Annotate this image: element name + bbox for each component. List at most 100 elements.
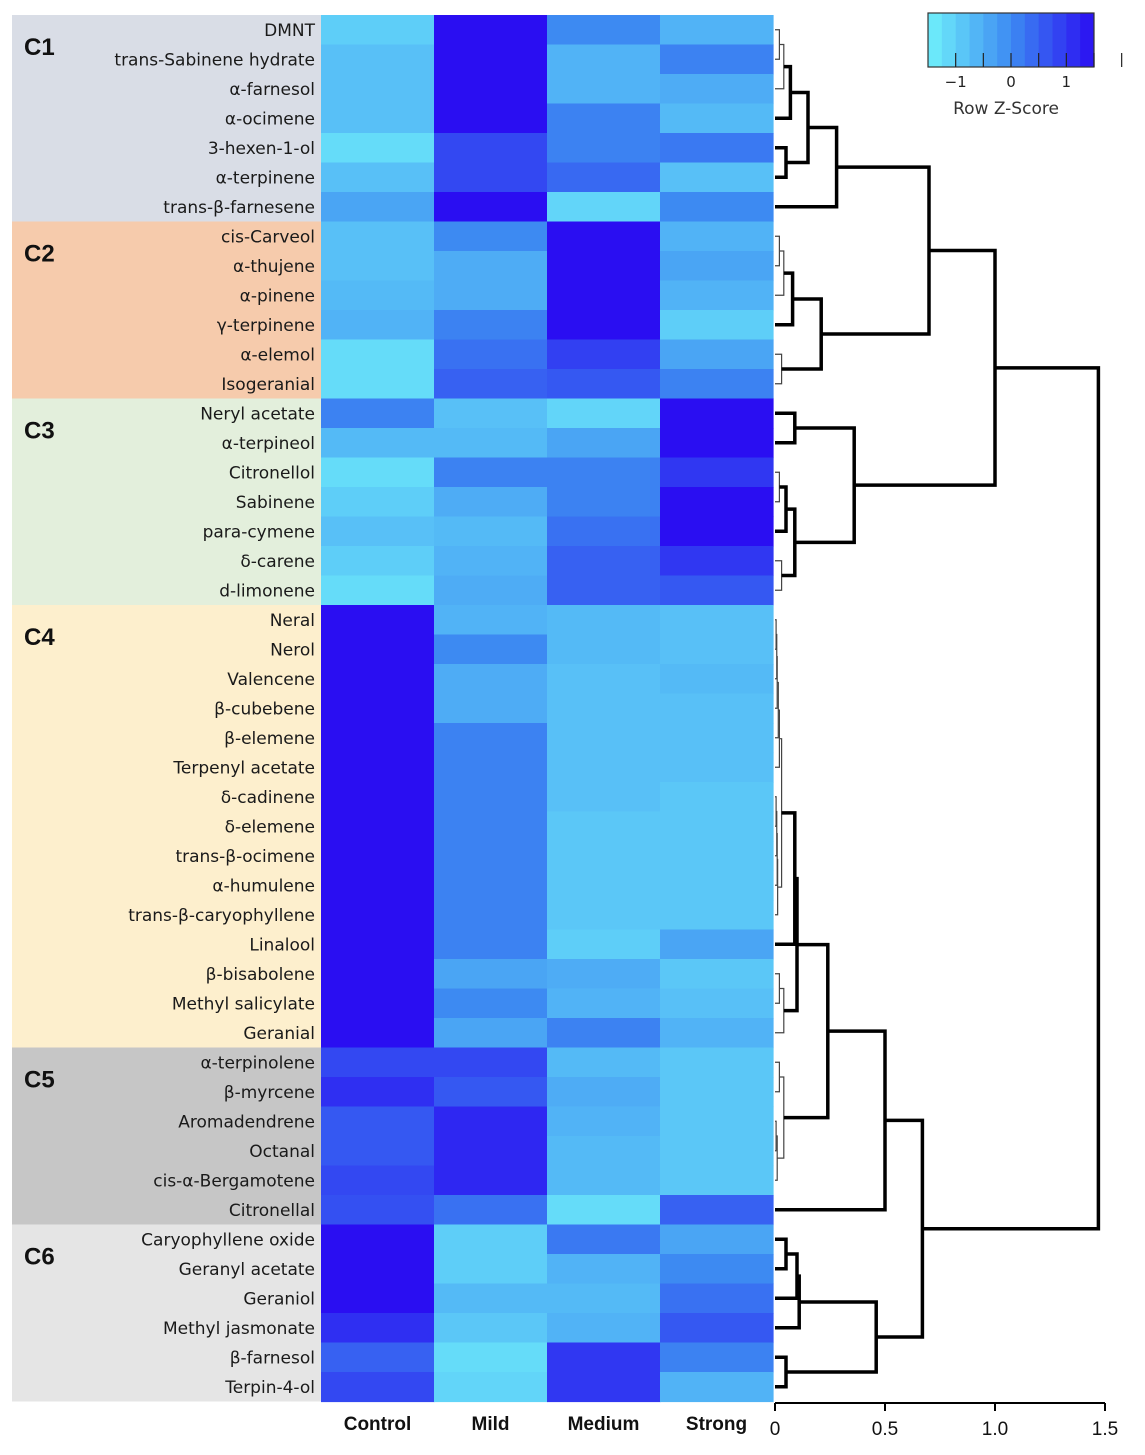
heatmap-cell: [321, 575, 435, 606]
heatmap-cell: [660, 752, 774, 783]
heatmap-cell: [660, 664, 774, 695]
heatmap-cell: [660, 1254, 774, 1285]
heatmap-cell: [547, 1047, 661, 1078]
heatmap-cell: [547, 74, 661, 105]
heatmap-cell: [434, 162, 548, 193]
row-label: α-terpinene: [216, 168, 315, 188]
heatmap-cell: [321, 487, 435, 518]
row-label: DMNT: [264, 21, 315, 41]
row-label: α-terpinolene: [200, 1053, 315, 1073]
heatmap-cell: [660, 1195, 774, 1226]
heatmap-cell: [547, 15, 661, 46]
cluster-band-c6: [12, 1224, 321, 1402]
heatmap-cell: [547, 752, 661, 783]
heatmap-cell: [321, 1195, 435, 1226]
heatmap-cell: [434, 1283, 548, 1314]
row-label: 3-hexen-1-ol: [208, 139, 315, 159]
heatmap-cell: [434, 369, 548, 400]
heatmap-cell: [321, 929, 435, 960]
heatmap-cell: [660, 369, 774, 400]
heatmap-cell: [434, 251, 548, 282]
dendrogram-link: [775, 833, 778, 886]
row-label: Valencene: [227, 670, 315, 690]
cluster-band-c1: [12, 15, 321, 222]
heatmap-cell: [660, 900, 774, 931]
row-label: Neryl acetate: [200, 404, 315, 424]
heatmap-cell: [434, 44, 548, 75]
heatmap-cell: [434, 1047, 548, 1078]
row-label: Isogeranial: [221, 375, 315, 395]
heatmap-cell: [660, 1342, 774, 1373]
row-label: Sabinene: [236, 493, 315, 513]
heatmap-cell: [434, 398, 548, 429]
heatmap-cell: [547, 988, 661, 1019]
color-key-tick-label: 0: [1006, 73, 1016, 91]
row-label: Aromadendrene: [178, 1112, 315, 1132]
heatmap-cell: [434, 192, 548, 223]
row-label: Caryophyllene oxide: [141, 1230, 315, 1250]
heatmap-cell: [321, 870, 435, 901]
heatmap-cell: [547, 44, 661, 75]
row-label: Octanal: [249, 1142, 315, 1162]
row-label: β-bisabolene: [206, 965, 315, 985]
row-label: Methyl jasmonate: [163, 1319, 315, 1339]
row-label: Terpenyl acetate: [172, 758, 315, 778]
dendrogram-axis-tick-label: 1.0: [982, 1419, 1008, 1440]
heatmap-cell: [660, 133, 774, 164]
heatmap-cell: [660, 1165, 774, 1196]
heatmap-cell: [547, 369, 661, 400]
row-label: Citronellal: [229, 1201, 315, 1221]
heatmap-cell: [434, 1136, 548, 1167]
heatmap-cell: [321, 811, 435, 842]
heatmap-cell: [660, 487, 774, 518]
row-label: Citronellol: [229, 463, 315, 483]
heatmap-cell: [660, 811, 774, 842]
heatmap-cell: [660, 15, 774, 46]
dendrogram-link: [775, 146, 788, 179]
cluster-band-c2: [12, 221, 321, 399]
heatmap-cell: [660, 1106, 774, 1137]
heatmap-cell: [660, 841, 774, 872]
dendrogram-link: [775, 1029, 887, 1212]
heatmap-cell: [547, 133, 661, 164]
dendrogram-link: [775, 29, 780, 60]
column-label: Control: [344, 1414, 412, 1435]
heatmap-cell: [321, 1313, 435, 1344]
heatmap-cell: [321, 428, 435, 459]
row-label: γ-terpinene: [217, 316, 315, 336]
cluster-labels: C1 C2 C3 C4 C5 C6: [24, 34, 55, 1271]
color-key-swatch: [955, 13, 970, 67]
heatmap-cell: [547, 192, 661, 223]
dendrogram-link: [775, 235, 780, 267]
cluster-band-c5: [12, 1047, 321, 1225]
heatmap-cell: [547, 280, 661, 311]
color-key-title: Row Z-Score: [953, 99, 1059, 119]
heatmap-cell: [321, 251, 435, 282]
heatmap-cell: [434, 870, 548, 901]
heatmap-cell: [660, 251, 774, 282]
heatmap-cell: [434, 782, 548, 813]
heatmap-cell: [547, 811, 661, 842]
heatmap-cell: [547, 1195, 661, 1226]
dendrogram-link: [775, 858, 779, 916]
heatmap-cell: [660, 310, 774, 341]
dendrogram-axis-tick-label: 0: [770, 1419, 781, 1440]
row-label: cis-α-Bergamotene: [153, 1171, 315, 1191]
column-label: Medium: [568, 1414, 640, 1435]
dendrogram-link: [775, 619, 777, 650]
row-label: α-elemol: [240, 345, 315, 365]
dendrogram-link: [781, 507, 797, 578]
dendrogram: [775, 29, 1101, 1389]
row-label: Nerol: [270, 640, 315, 660]
heatmap-cell: [660, 634, 774, 665]
row-label: Terpin-4-ol: [224, 1378, 315, 1398]
color-key-tick-label: −1: [945, 73, 967, 91]
heatmap-cell: [434, 457, 548, 488]
heatmap-cell: [547, 1224, 661, 1255]
heatmap-cell: [547, 841, 661, 872]
color-key-swatch: [1052, 13, 1067, 67]
heatmap-cell: [660, 1372, 774, 1403]
heatmap-cell: [660, 1136, 774, 1167]
dendrogram-link: [781, 297, 823, 371]
heatmap-cell: [660, 575, 774, 606]
